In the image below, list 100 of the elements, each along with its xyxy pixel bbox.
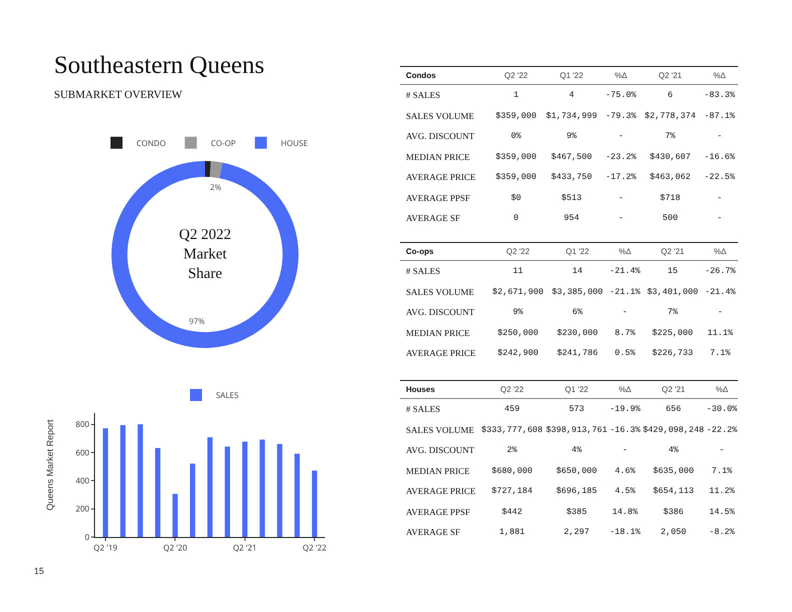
data-label: 2% bbox=[210, 182, 222, 193]
category-label: AVERAGE PRICE bbox=[406, 486, 476, 496]
bar bbox=[242, 442, 248, 537]
text: -79.3% bbox=[606, 110, 636, 121]
text: 7% bbox=[665, 131, 676, 142]
category-label: # SALES bbox=[406, 404, 440, 414]
donut-slice bbox=[112, 161, 298, 348]
text: - bbox=[618, 192, 624, 203]
x-tick-label: Q2 '21 bbox=[232, 542, 257, 554]
text: $2,778,374 bbox=[644, 110, 696, 121]
text: -8.2% bbox=[709, 527, 735, 538]
text: $650,000 bbox=[556, 466, 597, 476]
category-label: %Δ bbox=[702, 242, 738, 260]
text: 14.5% bbox=[709, 506, 735, 517]
category-label: MEDIAN PRICE bbox=[406, 328, 470, 338]
text: -16.6% bbox=[704, 152, 735, 162]
text: -17.2% bbox=[606, 172, 636, 182]
category-label: MEDIAN PRICE bbox=[406, 466, 470, 476]
text: $1,734,999 bbox=[546, 110, 598, 121]
text: $442 bbox=[502, 506, 522, 517]
category-label: Q2 '21 bbox=[641, 380, 706, 398]
category-label: AVERAGE PRICE bbox=[406, 172, 476, 182]
bar bbox=[260, 440, 265, 537]
text: $359,000 bbox=[496, 172, 536, 182]
donut-slice bbox=[205, 161, 211, 178]
bar bbox=[224, 446, 230, 537]
text: 2,297 bbox=[564, 527, 590, 538]
text: 4% bbox=[571, 445, 582, 456]
donut-slice bbox=[210, 161, 223, 178]
text: 7.1% bbox=[712, 466, 732, 476]
text: $3,385,000 bbox=[552, 286, 603, 297]
category-label: # SALES bbox=[406, 90, 440, 100]
text: $359,000 bbox=[496, 152, 536, 162]
text: -21.4% bbox=[704, 286, 736, 297]
text: $433,750 bbox=[551, 172, 592, 182]
text: $398,913,761 bbox=[546, 424, 608, 435]
text: $242,900 bbox=[498, 348, 538, 358]
text: 459 bbox=[504, 404, 520, 414]
text: 0.5% bbox=[614, 348, 636, 358]
bar bbox=[102, 428, 108, 537]
text: 500 bbox=[662, 213, 678, 224]
text: 1 bbox=[514, 90, 519, 100]
category-label: SALES VOLUME bbox=[406, 286, 474, 297]
text: 7.1% bbox=[710, 348, 730, 358]
text: $463,062 bbox=[650, 172, 691, 182]
text: $226,733 bbox=[652, 348, 693, 358]
category-label: AVG. DISCOUNT bbox=[406, 131, 474, 142]
category-label: Q2 '22 bbox=[480, 380, 544, 398]
text: $333,777,608 bbox=[481, 424, 543, 435]
text: Co-ops bbox=[400, 242, 488, 260]
text: $385 bbox=[566, 506, 587, 517]
text: - bbox=[622, 445, 628, 456]
category-label: %Δ bbox=[701, 66, 738, 84]
text: Q2 2022 Market Share bbox=[179, 227, 232, 282]
category-label: Q1 '22 bbox=[544, 380, 609, 398]
bar bbox=[138, 424, 143, 537]
text: $513 bbox=[561, 192, 582, 203]
bar bbox=[312, 470, 318, 537]
category-label: %Δ bbox=[602, 66, 640, 84]
category-label: Q1 '22 bbox=[540, 66, 602, 84]
text: 4 bbox=[568, 90, 574, 100]
text: 11 bbox=[512, 266, 524, 276]
text: Houses bbox=[400, 380, 480, 398]
category-label: %Δ bbox=[706, 380, 738, 398]
text: $225,000 bbox=[652, 328, 693, 338]
text: $680,000 bbox=[492, 466, 532, 476]
text: 15 bbox=[34, 566, 44, 576]
y-tick-label: 400 bbox=[76, 475, 90, 486]
text: $386 bbox=[663, 506, 684, 517]
text: -87.1% bbox=[704, 110, 735, 121]
data-label: 97% bbox=[189, 316, 206, 327]
text: 11.2% bbox=[709, 486, 735, 496]
text: 4.5% bbox=[614, 486, 636, 496]
category-label: SALES VOLUME bbox=[406, 424, 474, 435]
text: - bbox=[618, 213, 624, 224]
text: -26.7% bbox=[704, 266, 736, 276]
text: 14.8% bbox=[612, 506, 638, 517]
text: $696,185 bbox=[556, 486, 597, 496]
text: $727,184 bbox=[492, 486, 532, 496]
text: -30.0% bbox=[706, 404, 738, 414]
bar bbox=[207, 437, 213, 537]
category-label: # SALES bbox=[406, 266, 440, 276]
text: - bbox=[618, 131, 624, 142]
text: 11.1% bbox=[707, 328, 733, 338]
y-tick-label: 600 bbox=[76, 447, 90, 458]
bar bbox=[190, 464, 196, 537]
text: 7% bbox=[667, 307, 678, 318]
category-label: Q2 '21 bbox=[642, 242, 702, 260]
text: -22.5% bbox=[704, 172, 735, 182]
category-label: AVERAGE PRICE bbox=[406, 348, 476, 358]
text: $3,401,000 bbox=[647, 286, 698, 297]
y-tick-label: 0 bbox=[84, 532, 90, 543]
legend-label: CO-OP bbox=[210, 138, 236, 149]
text: -21.1% bbox=[610, 286, 640, 297]
category-label: Q2 '22 bbox=[491, 66, 541, 84]
text: -21.4% bbox=[610, 266, 640, 276]
text: $718 bbox=[660, 192, 680, 203]
text: 573 bbox=[568, 404, 584, 414]
text: -19.9% bbox=[610, 404, 640, 414]
category-label: MEDIAN PRICE bbox=[406, 152, 470, 162]
